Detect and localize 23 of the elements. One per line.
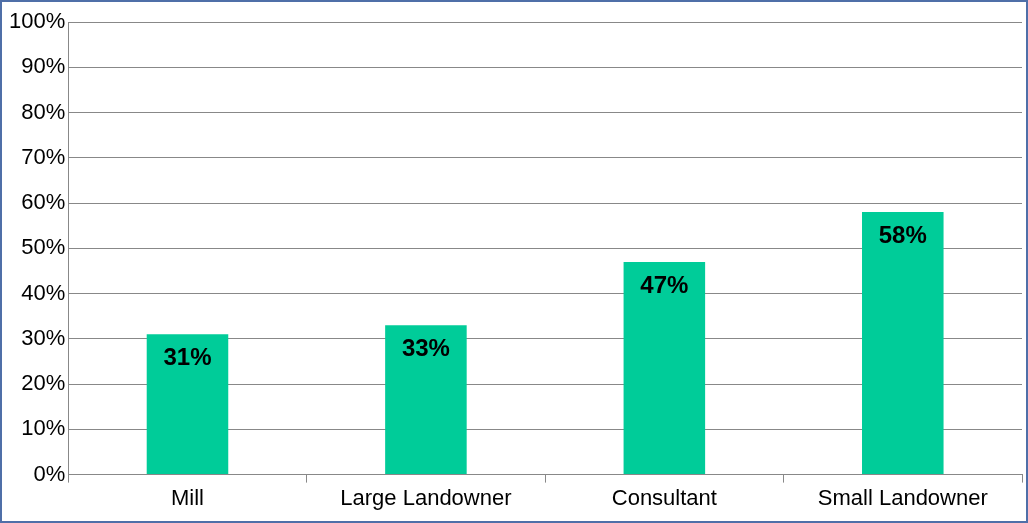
y-tick-label: 60% — [21, 189, 66, 215]
y-tick-label: 0% — [33, 460, 66, 486]
y-tick-label: 40% — [21, 279, 66, 305]
y-tick-label: 50% — [21, 234, 66, 260]
bar — [862, 212, 944, 475]
x-tick-label: Small Landowner — [817, 484, 988, 510]
bar — [146, 334, 229, 475]
y-tick-label: 20% — [21, 370, 66, 396]
data-label: 31% — [163, 342, 212, 370]
data-label: 47% — [640, 270, 689, 298]
y-tick-label: 70% — [21, 143, 66, 169]
y-tick-label: 90% — [21, 53, 66, 79]
y-tick-label: 10% — [21, 415, 66, 441]
data-label: 33% — [401, 333, 450, 361]
y-tick-label: 80% — [21, 98, 66, 124]
x-tick-label: Consultant — [611, 484, 717, 510]
bar — [385, 325, 467, 475]
bar — [623, 261, 706, 475]
y-tick-label: 30% — [21, 324, 66, 350]
y-tick-label: 100% — [8, 8, 66, 34]
x-tick-label: Large Landowner — [340, 484, 512, 510]
data-label: 58% — [878, 220, 927, 248]
x-tick-label: Mill — [170, 484, 204, 510]
